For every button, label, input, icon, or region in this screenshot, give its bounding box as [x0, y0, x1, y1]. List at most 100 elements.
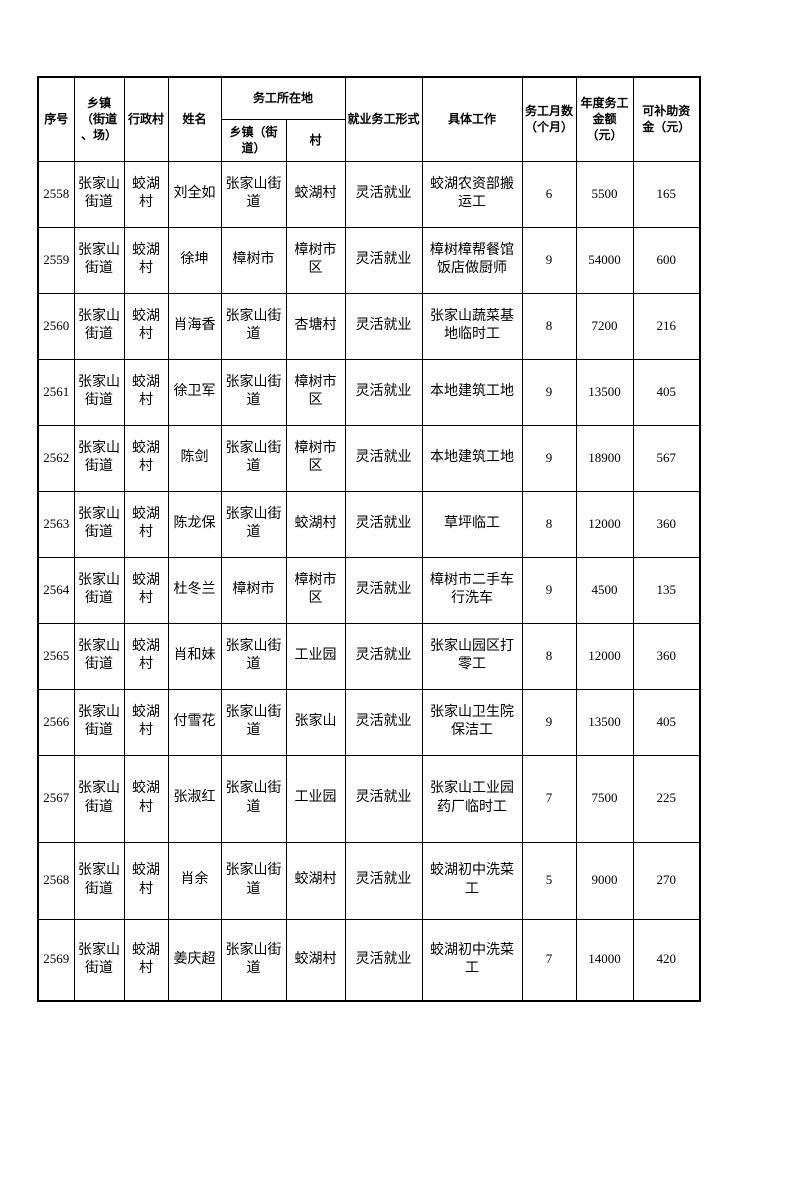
cell-name: 姜庆超 [167, 918, 222, 1002]
cell-subsidy: 135 [632, 556, 701, 624]
cell-work-village: 樟树市区 [285, 556, 346, 624]
cell-months: 6 [521, 160, 577, 228]
cell-name: 陈龙保 [167, 490, 222, 558]
cell-name: 杜冬兰 [167, 556, 222, 624]
header-village: 行政村 [123, 76, 169, 162]
table-row: 2566 张家山街道 蛟湖村 付雪花 张家山街道 张家山 灵活就业 张家山卫生院保洁工 9 135… [37, 688, 701, 756]
cell-work-township: 樟树市 [220, 556, 287, 624]
cell-name: 肖和妹 [167, 622, 222, 690]
cell-work-township: 张家山街道 [220, 292, 287, 360]
cell-name: 付雪花 [167, 688, 222, 756]
cell-township: 张家山街道 [73, 841, 125, 920]
table-row: 2564 张家山街道 蛟湖村 杜冬兰 樟树市 樟树市区 灵活就业 樟树市二手车行洗车 9 4500… [37, 556, 701, 624]
cell-subsidy: 360 [632, 490, 701, 558]
cell-work-village: 蛟湖村 [285, 160, 346, 228]
cell-job: 草坪临工 [421, 490, 523, 558]
table-row: 2568 张家山街道 蛟湖村 肖余 张家山街道 蛟湖村 灵活就业 蛟湖初中洗菜工 5 9000 27… [37, 841, 701, 920]
cell-village: 蛟湖村 [123, 841, 169, 920]
cell-work-township: 张家山街道 [220, 490, 287, 558]
cell-months: 7 [521, 754, 577, 843]
cell-village: 蛟湖村 [123, 556, 169, 624]
cell-seq: 2563 [37, 490, 75, 558]
cell-annual-amount: 5500 [575, 160, 634, 228]
cell-months: 9 [521, 556, 577, 624]
cell-township: 张家山街道 [73, 490, 125, 558]
table-row: 2560 张家山街道 蛟湖村 肖海香 张家山街道 杏塘村 灵活就业 张家山蔬菜基地临时工 8 72… [37, 292, 701, 360]
cell-work-township: 张家山街道 [220, 918, 287, 1002]
cell-township: 张家山街道 [73, 160, 125, 228]
cell-work-township: 张家山街道 [220, 358, 287, 426]
cell-subsidy: 270 [632, 841, 701, 920]
cell-employment-form: 灵活就业 [344, 622, 423, 690]
cell-months: 9 [521, 226, 577, 294]
cell-subsidy: 600 [632, 226, 701, 294]
cell-subsidy: 165 [632, 160, 701, 228]
cell-village: 蛟湖村 [123, 292, 169, 360]
cell-seq: 2569 [37, 918, 75, 1002]
header-annual-amount: 年度务工 金额 （元） [575, 76, 634, 162]
cell-seq: 2562 [37, 424, 75, 492]
cell-work-village: 樟树市区 [285, 424, 346, 492]
cell-annual-amount: 14000 [575, 918, 634, 1002]
cell-work-township: 张家山街道 [220, 688, 287, 756]
cell-months: 9 [521, 424, 577, 492]
header-name: 姓名 [167, 76, 222, 162]
cell-job: 蛟湖农资部搬运工 [421, 160, 523, 228]
cell-township: 张家山街道 [73, 622, 125, 690]
cell-work-township: 樟树市 [220, 226, 287, 294]
cell-employment-form: 灵活就业 [344, 688, 423, 756]
cell-months: 5 [521, 841, 577, 920]
cell-subsidy: 225 [632, 754, 701, 843]
cell-village: 蛟湖村 [123, 688, 169, 756]
cell-work-village: 樟树市区 [285, 358, 346, 426]
cell-name: 肖余 [167, 841, 222, 920]
cell-work-village: 樟树市区 [285, 226, 346, 294]
cell-employment-form: 灵活就业 [344, 918, 423, 1002]
cell-annual-amount: 9000 [575, 841, 634, 920]
cell-work-village: 工业园 [285, 622, 346, 690]
cell-employment-form: 灵活就业 [344, 226, 423, 294]
table-body: 2558 张家山街道 蛟湖村 刘全如 张家山街道 蛟湖村 灵活就业 蛟湖农资部搬运工 6 5500… [37, 160, 701, 1002]
cell-annual-amount: 12000 [575, 622, 634, 690]
cell-seq: 2564 [37, 556, 75, 624]
cell-employment-form: 灵活就业 [344, 160, 423, 228]
header-row-1: 序号 乡镇 （街道 、场） 行政村 姓名 务工所在地 就业务工形式 具体工作 务… [37, 76, 701, 162]
cell-village: 蛟湖村 [123, 358, 169, 426]
header-work-village: 村 [285, 118, 346, 162]
cell-employment-form: 灵活就业 [344, 490, 423, 558]
cell-village: 蛟湖村 [123, 754, 169, 843]
cell-work-village: 蛟湖村 [285, 841, 346, 920]
cell-employment-form: 灵活就业 [344, 358, 423, 426]
cell-months: 9 [521, 688, 577, 756]
cell-seq: 2559 [37, 226, 75, 294]
cell-employment-form: 灵活就业 [344, 424, 423, 492]
cell-village: 蛟湖村 [123, 490, 169, 558]
cell-job: 蛟湖初中洗菜工 [421, 918, 523, 1002]
cell-work-village: 蛟湖村 [285, 918, 346, 1002]
cell-work-township: 张家山街道 [220, 622, 287, 690]
cell-seq: 2568 [37, 841, 75, 920]
cell-township: 张家山街道 [73, 424, 125, 492]
cell-village: 蛟湖村 [123, 622, 169, 690]
cell-name: 徐坤 [167, 226, 222, 294]
cell-months: 9 [521, 358, 577, 426]
cell-annual-amount: 12000 [575, 490, 634, 558]
cell-job: 樟树市二手车行洗车 [421, 556, 523, 624]
cell-job: 蛟湖初中洗菜工 [421, 841, 523, 920]
cell-township: 张家山街道 [73, 358, 125, 426]
cell-seq: 2567 [37, 754, 75, 843]
cell-annual-amount: 7500 [575, 754, 634, 843]
cell-annual-amount: 54000 [575, 226, 634, 294]
header-work-township: 乡镇（街 道） [220, 118, 287, 162]
cell-employment-form: 灵活就业 [344, 556, 423, 624]
cell-months: 8 [521, 490, 577, 558]
header-work-location-group: 务工所在地 [220, 76, 346, 120]
cell-village: 蛟湖村 [123, 226, 169, 294]
cell-village: 蛟湖村 [123, 160, 169, 228]
cell-township: 张家山街道 [73, 688, 125, 756]
cell-work-township: 张家山街道 [220, 841, 287, 920]
cell-employment-form: 灵活就业 [344, 754, 423, 843]
cell-annual-amount: 13500 [575, 358, 634, 426]
cell-subsidy: 216 [632, 292, 701, 360]
cell-work-township: 张家山街道 [220, 754, 287, 843]
